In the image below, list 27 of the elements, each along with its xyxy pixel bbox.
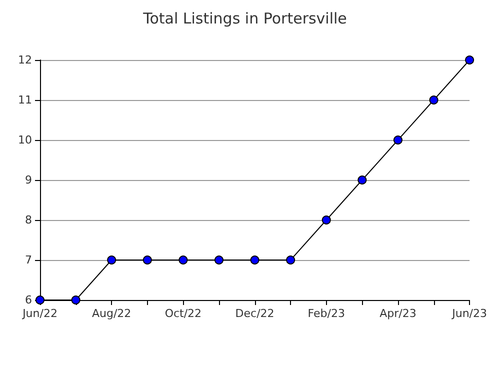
x-tick-label: Aug/22 xyxy=(92,307,132,320)
x-tick-label: Feb/23 xyxy=(308,307,345,320)
x-tick-label: Oct/22 xyxy=(164,307,202,320)
y-tick-label: 11 xyxy=(18,94,32,106)
x-tick-label: Jun/22 xyxy=(22,307,58,320)
point xyxy=(358,176,367,184)
point xyxy=(286,256,296,264)
y-tick-label: 9 xyxy=(25,174,32,186)
chart-title: Total Listings in Portersville xyxy=(142,10,347,28)
y-tick-label: 6 xyxy=(25,294,32,306)
y-tick-label: 7 xyxy=(25,254,32,266)
point xyxy=(178,256,188,264)
x-tick-label: Apr/23 xyxy=(380,307,416,320)
point xyxy=(429,96,438,104)
point xyxy=(107,256,116,264)
point xyxy=(465,56,474,64)
point xyxy=(250,256,260,264)
point xyxy=(214,256,224,264)
y-tick-label: 12 xyxy=(18,54,32,66)
point xyxy=(71,296,80,304)
point xyxy=(142,256,152,264)
point xyxy=(322,216,331,224)
x-tick-label: Dec/22 xyxy=(235,307,274,320)
point xyxy=(393,136,402,144)
y-tick-label: 8 xyxy=(25,214,32,226)
y-tick-label: 10 xyxy=(18,134,32,146)
x-tick-label: Jun/23 xyxy=(451,307,487,320)
